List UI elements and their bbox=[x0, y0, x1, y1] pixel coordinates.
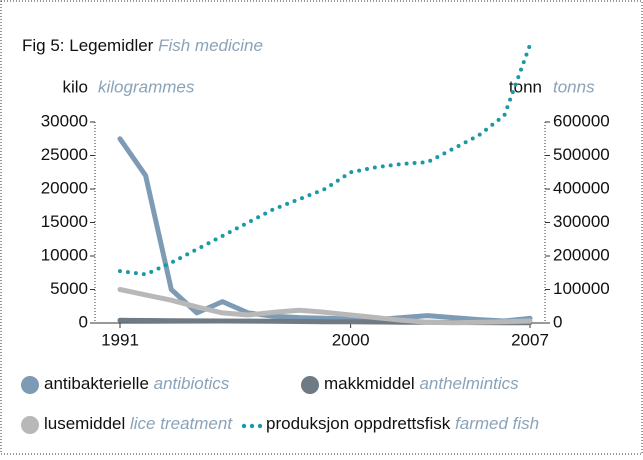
legend-marker bbox=[241, 423, 247, 429]
x-tick-label: 1991 bbox=[101, 330, 139, 349]
legend-name-en: lice treatment bbox=[130, 414, 233, 433]
y-tick-label: 30000 bbox=[41, 111, 88, 130]
legend-marker bbox=[21, 416, 39, 434]
y-tick-label: 15000 bbox=[41, 212, 88, 231]
legend-entry: produksjon oppdrettsfisk farmed fish bbox=[266, 414, 539, 433]
legend-name: produksjon oppdrettsfisk bbox=[266, 414, 451, 433]
x-tick-label: 2007 bbox=[511, 330, 549, 349]
y2-axis-label: tonn bbox=[509, 77, 542, 96]
y2-axis-label-en: tonns bbox=[553, 77, 595, 96]
series-line bbox=[117, 136, 533, 324]
y2-tick-label: 100000 bbox=[553, 279, 610, 298]
legend-entry: lusemiddel lice treatment bbox=[44, 414, 233, 433]
y2-tick-label: 400000 bbox=[553, 178, 610, 197]
y-axis-label-en: kilogrammes bbox=[98, 77, 195, 96]
series-line bbox=[118, 42, 532, 277]
legend-entry: antibakterielle antibiotics bbox=[44, 374, 230, 393]
legend-marker bbox=[249, 423, 255, 429]
legend-name: antibakterielle bbox=[44, 374, 149, 393]
chart-title: Fig 5: Legemidler Fish medicine bbox=[22, 36, 263, 55]
legend-name-en: antibiotics bbox=[154, 374, 230, 393]
legend-marker bbox=[21, 376, 39, 394]
y-axis-label: kilo bbox=[62, 77, 88, 96]
y-tick-label: 0 bbox=[79, 312, 88, 331]
series-line bbox=[117, 287, 533, 326]
legend-name: makkmiddel bbox=[324, 374, 415, 393]
legend-entry: makkmiddel anthelmintics bbox=[324, 374, 519, 393]
y2-tick-label: 200000 bbox=[553, 245, 610, 264]
y-tick-label: 20000 bbox=[41, 178, 88, 197]
legend-name-en: anthelmintics bbox=[419, 374, 519, 393]
y2-tick-label: 600000 bbox=[553, 111, 610, 130]
y-tick-label: 5000 bbox=[50, 279, 88, 298]
y-tick-label: 25000 bbox=[41, 145, 88, 164]
legend-marker bbox=[301, 376, 319, 394]
x-tick-label: 2000 bbox=[332, 330, 370, 349]
legend-marker bbox=[257, 423, 263, 429]
legend-name-en: farmed fish bbox=[455, 414, 539, 433]
title-no: Fig 5: Legemidler bbox=[22, 36, 154, 55]
y2-tick-label: 300000 bbox=[553, 212, 610, 231]
legend-name: lusemiddel bbox=[44, 414, 125, 433]
title-en: Fish medicine bbox=[158, 36, 263, 55]
y-tick-label: 10000 bbox=[41, 245, 88, 264]
y2-tick-label: 0 bbox=[553, 312, 562, 331]
y2-tick-label: 500000 bbox=[553, 145, 610, 164]
